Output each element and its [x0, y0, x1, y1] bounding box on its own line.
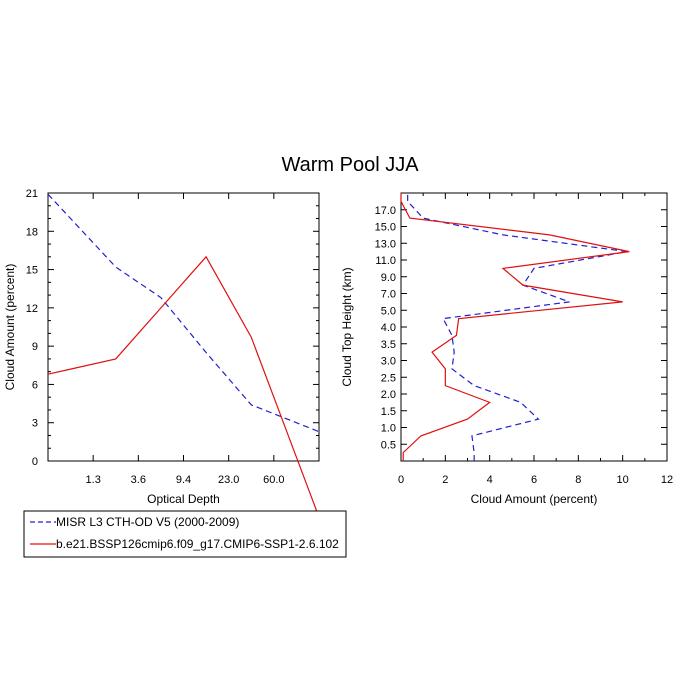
series-line-obs — [407, 193, 628, 461]
y-tick-label: 1.5 — [381, 406, 396, 418]
y-tick-label: 1.0 — [381, 423, 396, 435]
y-tick-label: 12 — [26, 303, 38, 315]
series-line-model — [47, 255, 320, 518]
y-tick-label: 5.0 — [381, 305, 396, 317]
y-tick-label: 17.0 — [375, 205, 396, 217]
y-tick-label: 9.0 — [381, 272, 396, 284]
optical-depth-panel: 0 3 6 9 12 15 18 21 1.3 3.6 9.4 23.0 60.0 Optical Dep… — [3, 188, 320, 518]
x-axis-label: Cloud Amount (percent) — [471, 492, 598, 506]
y-tick-label: 7.0 — [381, 289, 396, 301]
y-tick-label: 21 — [26, 188, 38, 200]
y-tick-label: 2.5 — [381, 372, 396, 384]
x-tick-label: 6 — [531, 474, 537, 486]
y-tick-label: 2.0 — [381, 389, 396, 401]
x-tick-label: 0 — [398, 474, 404, 486]
x-axis-label: Optical Depth — [147, 492, 220, 506]
y-axis-label: Cloud Top Height (km) — [340, 267, 354, 386]
y-tick-label: 3.5 — [381, 339, 396, 351]
x-tick-label: 3.6 — [131, 474, 146, 486]
x-tick-label: 60.0 — [263, 474, 284, 486]
x-tick-label: 9.4 — [176, 474, 191, 486]
x-tick-label: 23.0 — [218, 474, 239, 486]
y-tick-label: 0 — [32, 456, 38, 468]
y-tick-label: 4.0 — [381, 322, 396, 334]
y-tick-label: 6 — [32, 379, 38, 391]
y-tick-label: 15 — [26, 265, 38, 277]
y-tick-label: 9 — [32, 341, 38, 353]
legend: MISR L3 CTH-OD V5 (2000-2009) b.e21.BSSP… — [23, 510, 347, 558]
y-tick-label: 3.0 — [381, 356, 396, 368]
x-tick-label: 4 — [487, 474, 493, 486]
legend-label-obs: MISR L3 CTH-OD V5 (2000-2009) — [56, 515, 239, 529]
x-tick-label: 12 — [661, 474, 673, 486]
figure-title: Warm Pool JJA — [281, 154, 419, 176]
plot-frame — [47, 192, 320, 462]
series-line-model — [400, 193, 630, 461]
x-tick-label: 8 — [575, 474, 581, 486]
x-tick-label: 1.3 — [86, 474, 101, 486]
x-tick-label: 2 — [442, 474, 448, 486]
legend-box — [23, 510, 347, 558]
y-tick-label: 11.0 — [375, 255, 396, 267]
x-tick-label: 10 — [617, 474, 629, 486]
legend-label-model: b.e21.BSSP126cmip6.f09_g17.CMIP6-SSP1-2.… — [56, 537, 339, 551]
y-tick-label: 13.0 — [375, 238, 396, 250]
y-tick-label: 0.5 — [381, 439, 396, 451]
y-tick-label: 15.0 — [375, 222, 396, 234]
y-axis-label: Cloud Amount (percent) — [3, 264, 17, 391]
y-tick-label: 3 — [32, 418, 38, 430]
series-line-obs — [47, 193, 320, 433]
y-tick-label: 18 — [26, 226, 38, 238]
cloud-top-height-panel: 0 2 4 6 8 10 12 0.5 1.0 1.5 2.0 2.5 3.0 3.5 4.0 5.0 7.0 9… — [340, 192, 673, 506]
